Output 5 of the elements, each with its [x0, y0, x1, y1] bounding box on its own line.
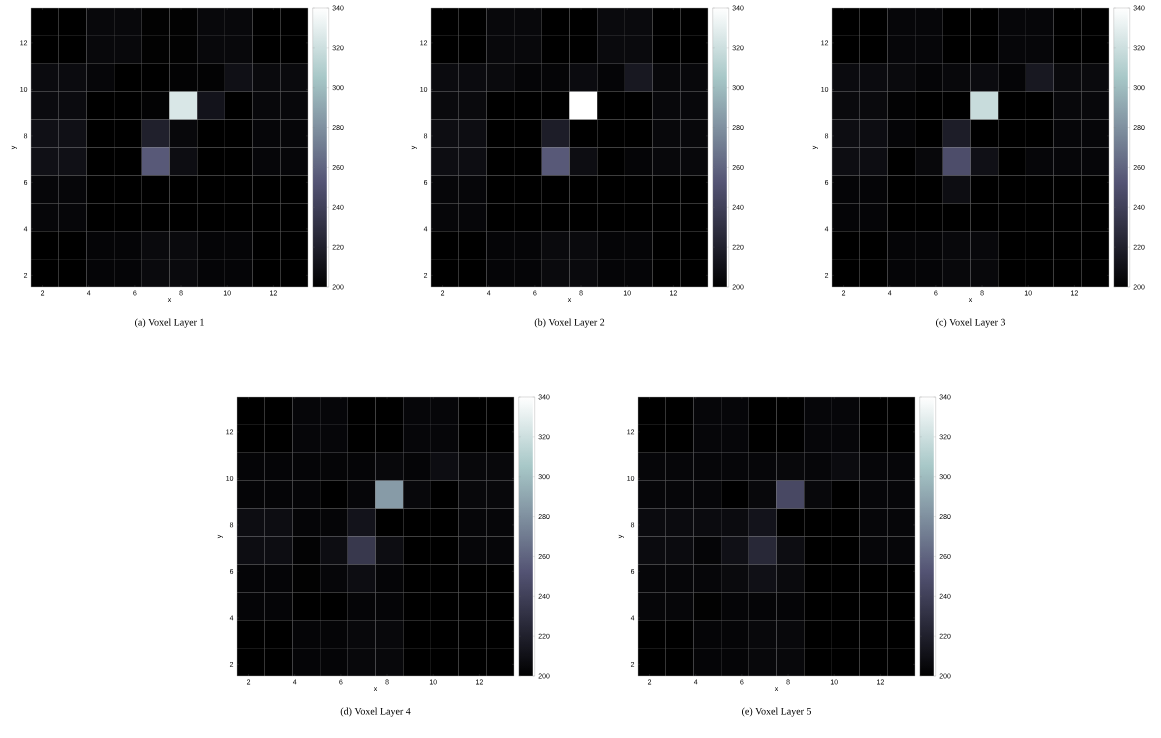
text: (d) Voxel Layer 4 — [340, 707, 411, 717]
text: (b) Voxel Layer 2 — [534, 318, 605, 328]
text: (c) Voxel Layer 3 — [936, 318, 1006, 328]
text: (e) Voxel Layer 5 — [742, 707, 812, 717]
text: (a) Voxel Layer 1 — [135, 318, 204, 328]
